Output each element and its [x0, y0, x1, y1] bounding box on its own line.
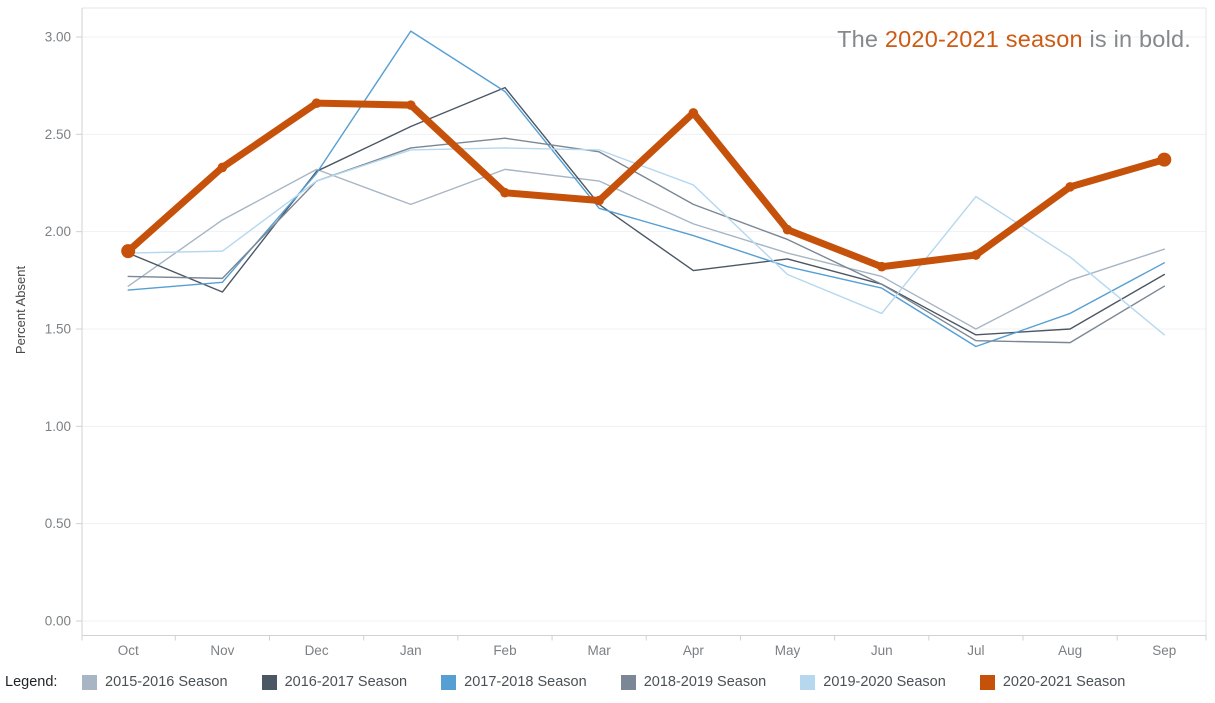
series-point-2020-2021-Nov[interactable] — [217, 162, 228, 173]
series-line-2019-2020[interactable] — [127, 147, 1165, 336]
legend-swatch — [979, 674, 995, 690]
legend-caption: Legend: — [5, 674, 58, 690]
legend-item-2015-2016[interactable]: 2015-2016 Season — [82, 674, 228, 690]
x-tick-label-Oct: Oct — [118, 643, 139, 658]
x-tick-label-Apr: Apr — [683, 643, 705, 658]
x-tick-label-Dec: Dec — [305, 643, 329, 658]
x-tick-label-Jul: Jul — [967, 643, 984, 658]
absence-line-chart: The 2020-2021 season is in bold. 0.00 0.5… — [13, 7, 1207, 658]
y-tick-label-1.50: 1.50 — [45, 321, 71, 336]
chart-title: The 2020-2021 season is in bold. — [837, 26, 1191, 53]
legend-item-2018-2019[interactable]: 2018-2019 Season — [620, 674, 767, 690]
legend-swatch — [82, 674, 97, 690]
legend-swatch — [620, 674, 636, 690]
chart-plot-area: 0.00 0.50 1.00 1.50 2.00 2.50 3.00 Oct Nov Dec Jan… — [13, 7, 1207, 658]
series-point-2020-2021-Apr[interactable] — [688, 108, 699, 118]
x-tick-label-Jun: Jun — [871, 643, 893, 658]
legend-swatch — [441, 674, 457, 690]
x-tick-label-Aug: Aug — [1058, 643, 1082, 658]
x-tick-label-Mar: Mar — [588, 643, 612, 658]
x-tick-label-Jan: Jan — [400, 643, 422, 658]
legend-item-2019-2020[interactable]: 2019-2020 Season — [800, 674, 946, 690]
y-tick-label-2.00: 2.00 — [45, 224, 71, 239]
x-tick-label-Feb: Feb — [493, 643, 516, 658]
x-tick-label-Sep: Sep — [1152, 643, 1176, 658]
series-point-2020-2021-Feb[interactable] — [500, 187, 510, 198]
x-tick-label-Nov: Nov — [210, 643, 234, 658]
series-point-2020-2021-Mar[interactable] — [594, 195, 604, 206]
legend-label: 2018-2019 Season — [643, 674, 767, 690]
legend-label: 2019-2020 Season — [823, 674, 946, 690]
y-tick-label-0.00: 0.00 — [45, 614, 71, 629]
chart-title-highlight: 2020-2021 season — [884, 26, 1083, 52]
series-point-2020-2021-Oct[interactable] — [121, 244, 136, 259]
x-tick-label-May: May — [775, 643, 801, 658]
legend: Legend: 2015-2016 Season 2016-2017 Season… — [0, 669, 1215, 695]
legend-item-2016-2017[interactable]: 2016-2017 Season — [261, 674, 408, 690]
legend-item-2017-2018[interactable]: 2017-2018 Season — [441, 674, 587, 690]
series-point-2020-2021-Dec[interactable] — [311, 98, 322, 108]
chart-title-suffix: is in bold. — [1082, 26, 1191, 52]
legend-swatch — [261, 674, 277, 690]
legend-label: 2020-2021 Season — [1002, 674, 1126, 690]
legend-label: 2016-2017 Season — [284, 674, 408, 690]
legend-label: 2017-2018 Season — [464, 674, 587, 690]
legend-swatch — [800, 674, 816, 690]
series-point-2020-2021-May[interactable] — [782, 224, 793, 235]
series-point-2020-2021-Jul[interactable] — [971, 250, 981, 260]
y-tick-label-1.00: 1.00 — [45, 419, 71, 434]
chart-title-prefix: The — [837, 26, 885, 52]
legend-label: 2015-2016 Season — [105, 674, 228, 690]
legend-item-2020-2021[interactable]: 2020-2021 Season — [979, 674, 1126, 690]
series-line-2017-2018[interactable] — [127, 30, 1165, 348]
series-point-2020-2021-Jun[interactable] — [876, 261, 887, 272]
y-axis-title: Percent Absent — [13, 266, 28, 355]
series-point-2020-2021-Sep[interactable] — [1157, 152, 1172, 167]
series-point-2020-2021-Aug[interactable] — [1065, 182, 1075, 192]
series-point-2020-2021-Jan[interactable] — [405, 100, 416, 110]
series-line-2020-2021[interactable] — [124, 99, 1168, 271]
y-tick-label-0.50: 0.50 — [45, 516, 71, 531]
series-line-2018-2019[interactable] — [127, 137, 1165, 344]
legend-items: 2015-2016 Season 2016-2017 Season 2017-201… — [82, 674, 1125, 690]
series-line-2015-2016[interactable] — [127, 168, 1165, 330]
y-tick-label-2.50: 2.50 — [45, 127, 71, 142]
y-tick-label-3.00: 3.00 — [45, 29, 71, 44]
